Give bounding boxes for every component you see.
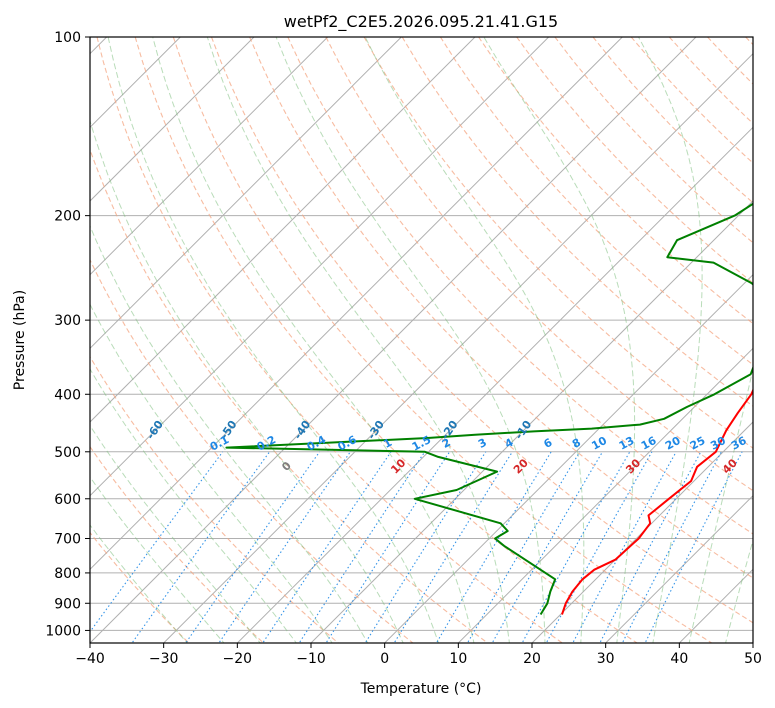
- isotherm-gridline: [90, 37, 402, 350]
- isotherm-gridline: [90, 37, 623, 571]
- y-tick-label: 1000: [45, 623, 81, 639]
- x-axis-label: Temperature (°C): [360, 681, 482, 697]
- mixing-ratio-label: 36: [729, 434, 749, 453]
- mixing-ratio-line: [599, 451, 702, 643]
- moist-adiabat: [90, 524, 188, 643]
- x-tick-label: 40: [670, 651, 688, 667]
- mixing-ratio-line: [298, 451, 426, 643]
- y-tick-label: 700: [54, 532, 81, 548]
- x-tick-label: 0: [380, 651, 389, 667]
- y-tick-label: 800: [54, 566, 81, 582]
- dry-adiabat: [172, 37, 713, 643]
- axes: −40 −30 −20 −10 0 10 20 30 40 50 100 200 300 400 500 60…: [45, 30, 762, 667]
- mixing-ratio-line: [364, 451, 487, 643]
- dry-adiabat: [90, 355, 340, 643]
- isotherm-gridline: [90, 37, 550, 497]
- isotherm-gridline: [90, 37, 476, 423]
- moist-adiabat: [364, 37, 585, 643]
- dry-adiabat: [134, 37, 639, 643]
- isotherm-gridline: [163, 52, 753, 643]
- y-tick-label: 500: [54, 445, 81, 461]
- moist-adiabat: [90, 368, 297, 643]
- mixing-ratio-label: 13: [617, 434, 637, 453]
- plot-area: -100-90-80-70-60-50-40-30-20-100.10.20.4…: [90, 37, 753, 643]
- mixing-ratio-line: [90, 451, 224, 633]
- chart-title: wetPf2_C2E5.2026.095.21.41.G15: [284, 12, 558, 32]
- moist-adiabat: [90, 224, 369, 643]
- moist-adiabat: [90, 424, 261, 643]
- dry-adiabats: [90, 37, 753, 643]
- x-tick-label: 20: [523, 651, 541, 667]
- x-tick-label: −10: [296, 651, 326, 667]
- moist-adiabat: [90, 118, 404, 643]
- dry-adiabat: [96, 37, 564, 643]
- x-tick-label: −30: [149, 651, 179, 667]
- mixing-ratio-line: [621, 451, 722, 643]
- isotherm-gridline: [384, 273, 753, 643]
- x-tick-label: 10: [449, 651, 467, 667]
- moist-adiabat: [107, 37, 440, 643]
- y-tick-label: 100: [54, 30, 81, 46]
- mixing-ratio-line: [131, 451, 271, 643]
- moist-adiabat: [206, 37, 510, 643]
- mixing-ratio-line: [491, 451, 603, 643]
- mixing-ratio-label: 16: [639, 434, 659, 453]
- mixing-ratio-line: [466, 451, 581, 643]
- mixing-ratio-line: [644, 451, 743, 643]
- temperature-profile-line: [561, 388, 753, 615]
- isotherm-gridline: [457, 347, 753, 643]
- mixing-ratio-line: [325, 451, 451, 643]
- isotherm-gridline: [90, 37, 255, 202]
- mixing-ratio-line: [185, 451, 321, 643]
- moist-adiabat: [90, 476, 225, 643]
- x-tick-label: 30: [597, 651, 615, 667]
- mixing-ratio-lines: [90, 451, 743, 643]
- dry-adiabat: [249, 37, 753, 579]
- plot-frame: [89, 36, 754, 644]
- isotherm-gridline: [236, 126, 753, 643]
- dry-adiabat: [90, 258, 414, 643]
- isotherm-gridline: [531, 421, 753, 643]
- mixing-ratio-line: [393, 451, 513, 643]
- dry-adiabat: [287, 37, 753, 535]
- mixing-ratio-label: 20: [663, 434, 683, 453]
- grid-lines: [90, 37, 753, 643]
- dewpoint-profile-line: [225, 202, 753, 616]
- mixing-ratio-line: [218, 451, 351, 643]
- profile-series: [225, 202, 753, 616]
- y-tick-label: 200: [54, 209, 81, 225]
- y-tick-label: 900: [54, 596, 81, 612]
- isotherm-gridline: [90, 37, 697, 643]
- x-tick-label: −20: [223, 651, 253, 667]
- isotherm-gridline: [605, 494, 753, 643]
- dry-adiabat: [210, 37, 753, 624]
- mixing-ratio-label: 30: [708, 434, 728, 453]
- isotherm-gridline: [90, 37, 329, 276]
- y-tick-label: 600: [54, 492, 81, 508]
- mixing-ratio-label: 10: [589, 434, 609, 453]
- dry-adiabat: [90, 148, 489, 643]
- x-tick-label: 50: [744, 651, 762, 667]
- y-axis-label: Pressure (hPa): [12, 290, 28, 390]
- mixing-ratio-line: [572, 451, 677, 643]
- moist-adiabat: [152, 37, 475, 643]
- y-tick-label: 400: [54, 387, 81, 403]
- dry-adiabat: [325, 37, 753, 492]
- x-tick-label: −40: [75, 651, 105, 667]
- mixing-ratio-label: 25: [688, 434, 708, 453]
- mixing-ratio-line: [262, 451, 392, 643]
- y-tick-label: 300: [54, 313, 81, 329]
- moist-adiabat: [483, 37, 636, 643]
